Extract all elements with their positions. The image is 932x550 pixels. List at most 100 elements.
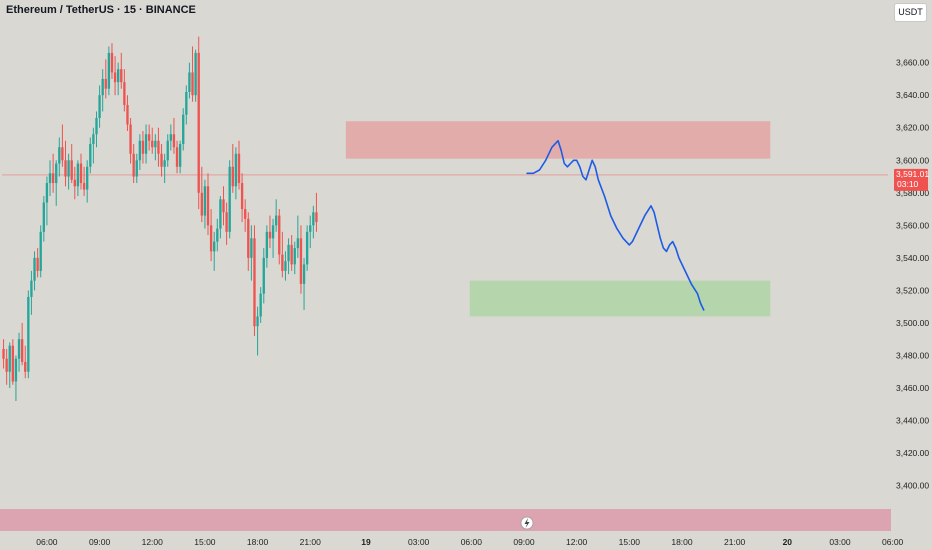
candle-body[interactable] bbox=[141, 140, 145, 154]
candle-body[interactable] bbox=[132, 153, 135, 177]
candle-body[interactable] bbox=[101, 78, 104, 96]
candle-body[interactable] bbox=[234, 153, 238, 187]
candle-body[interactable] bbox=[36, 257, 39, 271]
candle-body[interactable] bbox=[30, 280, 33, 297]
candle-body[interactable] bbox=[154, 140, 157, 148]
candle-body[interactable] bbox=[151, 140, 154, 148]
candle-body[interactable] bbox=[92, 134, 95, 144]
candle-body[interactable] bbox=[315, 212, 318, 223]
candle-body[interactable] bbox=[144, 134, 148, 154]
candle-body[interactable] bbox=[61, 147, 64, 161]
candle-body[interactable] bbox=[191, 72, 194, 96]
candle-body[interactable] bbox=[135, 160, 138, 177]
candle-body[interactable] bbox=[237, 153, 241, 184]
candle-body[interactable] bbox=[250, 238, 253, 258]
candle-body[interactable] bbox=[284, 261, 287, 271]
candle-body[interactable] bbox=[17, 339, 21, 359]
candle-body[interactable] bbox=[70, 160, 73, 180]
candle-body[interactable] bbox=[20, 339, 24, 362]
candle-body[interactable] bbox=[290, 244, 293, 265]
candle-body[interactable] bbox=[305, 231, 309, 265]
candle-body[interactable] bbox=[203, 186, 207, 216]
candle-body[interactable] bbox=[27, 296, 30, 372]
candle-body[interactable] bbox=[107, 52, 111, 89]
candle-body[interactable] bbox=[228, 166, 231, 232]
candle-body[interactable] bbox=[200, 192, 203, 216]
candle-body[interactable] bbox=[197, 52, 200, 193]
candle-body[interactable] bbox=[259, 293, 262, 317]
candle-body[interactable] bbox=[309, 225, 312, 232]
candle-body[interactable] bbox=[33, 257, 36, 281]
candle-body[interactable] bbox=[265, 231, 269, 258]
candle-body[interactable] bbox=[14, 358, 18, 382]
candle-body[interactable] bbox=[55, 163, 58, 184]
candle-body[interactable] bbox=[206, 186, 210, 226]
candle-body[interactable] bbox=[178, 144, 182, 167]
candle-body[interactable] bbox=[2, 348, 5, 359]
candle-body[interactable] bbox=[129, 124, 132, 154]
candle-body[interactable] bbox=[287, 244, 290, 262]
candle-body[interactable] bbox=[182, 114, 185, 144]
candle-body[interactable] bbox=[86, 166, 89, 190]
candle-body[interactable] bbox=[104, 78, 107, 89]
candle-body[interactable] bbox=[296, 238, 300, 249]
candle-body[interactable] bbox=[123, 82, 126, 105]
candle-body[interactable] bbox=[126, 104, 129, 125]
candle-body[interactable] bbox=[271, 225, 275, 239]
demand-zone[interactable] bbox=[469, 280, 771, 317]
candle-body[interactable] bbox=[8, 345, 11, 372]
candle-body[interactable] bbox=[213, 241, 216, 252]
candle-body[interactable] bbox=[175, 147, 179, 167]
projection-path[interactable] bbox=[526, 139, 705, 311]
candle-body[interactable] bbox=[160, 153, 163, 167]
candle-body[interactable] bbox=[157, 140, 160, 154]
candle-body[interactable] bbox=[302, 264, 306, 284]
candle-body[interactable] bbox=[48, 173, 52, 184]
currency-badge[interactable]: USDT bbox=[894, 3, 927, 22]
candle-body[interactable] bbox=[116, 69, 120, 83]
candle-body[interactable] bbox=[89, 144, 92, 167]
candle-body[interactable] bbox=[256, 316, 259, 327]
candle-body[interactable] bbox=[244, 209, 247, 219]
candle-body[interactable] bbox=[219, 199, 222, 229]
candle-body[interactable] bbox=[274, 215, 278, 226]
candle-body[interactable] bbox=[24, 361, 27, 372]
candle-body[interactable] bbox=[262, 257, 265, 294]
candle-body[interactable] bbox=[216, 228, 219, 242]
candle-body[interactable] bbox=[73, 179, 76, 187]
candle-body[interactable] bbox=[268, 231, 272, 239]
candle-body[interactable] bbox=[281, 254, 284, 271]
candle-body[interactable] bbox=[172, 134, 176, 148]
candle-body[interactable] bbox=[45, 183, 49, 203]
candle-body[interactable] bbox=[188, 72, 191, 92]
candle-body[interactable] bbox=[67, 160, 70, 177]
candle-body[interactable] bbox=[42, 202, 45, 232]
candle-body[interactable] bbox=[278, 215, 281, 255]
candle-body[interactable] bbox=[312, 212, 315, 226]
candle-body[interactable] bbox=[185, 91, 188, 115]
candle-body[interactable] bbox=[98, 95, 101, 118]
candle-body[interactable] bbox=[11, 345, 15, 382]
candle-body[interactable] bbox=[58, 147, 61, 164]
candle-body[interactable] bbox=[209, 225, 213, 252]
candle-body[interactable] bbox=[299, 238, 303, 284]
candle-body[interactable] bbox=[113, 72, 117, 83]
candle-body[interactable] bbox=[225, 212, 228, 232]
candle-body[interactable] bbox=[293, 248, 296, 265]
candle-body[interactable] bbox=[169, 134, 173, 141]
candle-body[interactable] bbox=[64, 160, 67, 177]
candle-body[interactable] bbox=[39, 231, 42, 271]
candle-body[interactable] bbox=[95, 117, 98, 135]
candle-body[interactable] bbox=[166, 140, 169, 161]
symbol-title[interactable]: Ethereum / TetherUS · 15 · BINANCE bbox=[6, 4, 196, 16]
candle-body[interactable] bbox=[247, 218, 250, 258]
candle-body[interactable] bbox=[5, 358, 8, 372]
candle-body[interactable] bbox=[253, 238, 256, 327]
candle-body[interactable] bbox=[76, 163, 80, 187]
candle-body[interactable] bbox=[194, 52, 197, 96]
candle-body[interactable] bbox=[79, 163, 83, 184]
candle-body[interactable] bbox=[138, 140, 142, 161]
candle-body[interactable] bbox=[51, 173, 55, 184]
candle-body[interactable] bbox=[163, 160, 166, 167]
